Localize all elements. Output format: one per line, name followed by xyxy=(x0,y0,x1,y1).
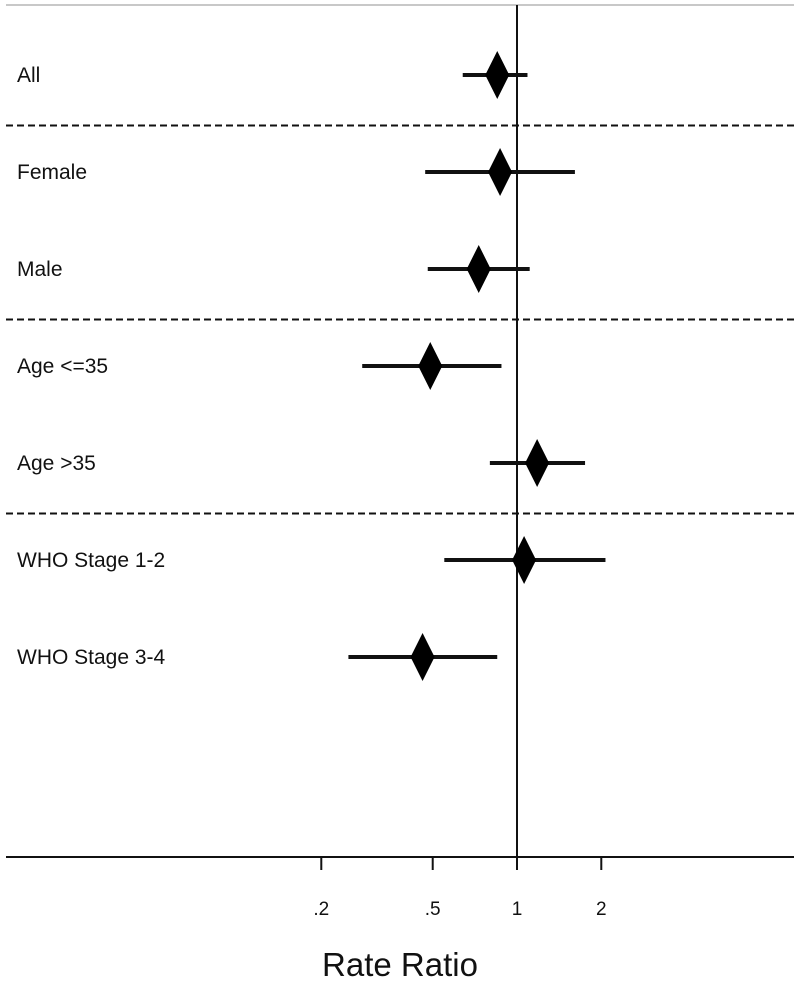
x-axis-title: Rate Ratio xyxy=(322,946,478,983)
forest-row: WHO Stage 1-2 xyxy=(17,536,606,584)
point-estimate-diamond xyxy=(466,245,491,293)
forest-row: Age >35 xyxy=(17,439,586,487)
row-label: Male xyxy=(17,258,63,281)
forest-row: Female xyxy=(17,148,575,196)
forest-row: Male xyxy=(17,245,530,293)
row-label: WHO Stage 3-4 xyxy=(17,646,166,669)
x-tick: .5 xyxy=(425,857,441,920)
x-tick: .2 xyxy=(313,857,329,920)
point-estimate-diamond xyxy=(488,148,513,196)
x-tick-label: .5 xyxy=(425,899,441,920)
x-tick-label: 2 xyxy=(596,899,607,920)
x-axis-ticks: .2 .5 1 2 xyxy=(313,857,607,920)
x-tick-label: 1 xyxy=(512,899,523,920)
point-estimate-diamond xyxy=(410,633,435,681)
x-tick: 2 xyxy=(596,857,607,920)
point-estimate-diamond xyxy=(485,51,510,99)
group-separators xyxy=(6,124,794,515)
point-estimate-diamond xyxy=(512,536,537,584)
forest-row: All xyxy=(17,51,528,99)
x-tick: 1 xyxy=(512,857,523,920)
forest-row: WHO Stage 3-4 xyxy=(17,633,498,681)
point-estimate-diamond xyxy=(525,439,550,487)
forest-row: Age <=35 xyxy=(17,342,502,390)
x-tick-label: .2 xyxy=(313,899,329,920)
row-label: WHO Stage 1-2 xyxy=(17,549,165,572)
row-label: All xyxy=(17,64,40,87)
row-label: Age >35 xyxy=(17,452,96,475)
row-label: Age <=35 xyxy=(17,355,108,378)
row-label: Female xyxy=(17,161,87,184)
point-estimate-diamond xyxy=(418,342,443,390)
forest-rows: All Female Male Age <=35 Age >35 WHO Stage 1-… xyxy=(17,51,606,681)
